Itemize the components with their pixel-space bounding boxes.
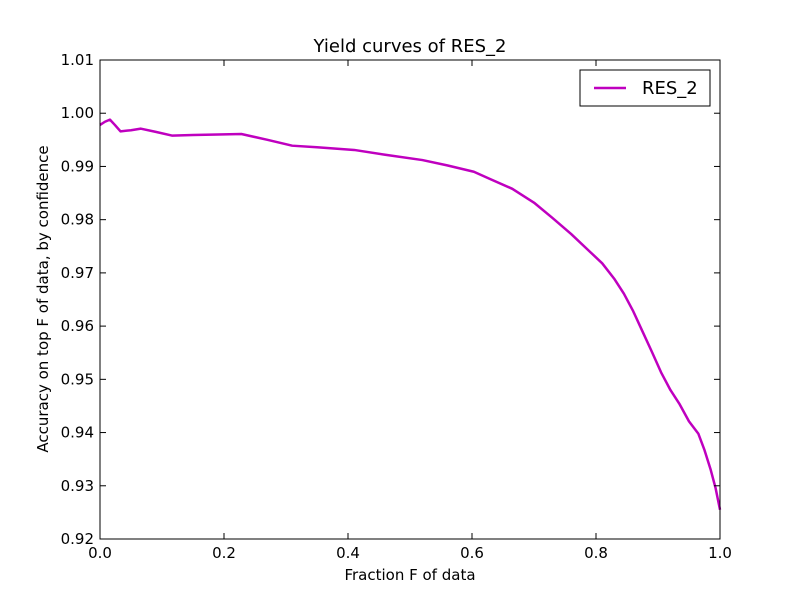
series-line-0 bbox=[99, 118, 722, 510]
x-tick-label: 0.2 bbox=[212, 544, 236, 562]
y-tick-label: 1.00 bbox=[61, 104, 94, 122]
y-tick-label: 1.01 bbox=[61, 51, 94, 69]
y-tick-label: 0.94 bbox=[61, 424, 94, 442]
plot-area: 0.0 0.2 0.4 0.6 0.8 1.0 0.92 0.93 0.94 0.95 0.96 0.… bbox=[61, 51, 732, 562]
x-tick-label: 0.0 bbox=[88, 544, 112, 562]
y-tick-label: 0.96 bbox=[61, 317, 94, 335]
y-tick-label: 0.95 bbox=[61, 370, 94, 388]
y-axis-label: Accuracy on top F of data, by confidence bbox=[34, 145, 52, 452]
plot-frame bbox=[99, 59, 721, 540]
legend-label-0: RES_2 bbox=[642, 78, 698, 99]
y-tick-label: 0.93 bbox=[61, 477, 94, 495]
x-tick-label: 0.4 bbox=[336, 544, 360, 562]
y-tick-label: 0.99 bbox=[61, 157, 94, 175]
y-tick-label: 0.92 bbox=[61, 530, 94, 548]
y-tick-label: 0.97 bbox=[61, 264, 94, 282]
chart-title: Yield curves of RES_2 bbox=[313, 36, 507, 57]
x-tick-label: 0.8 bbox=[584, 544, 608, 562]
x-axis-label: Fraction F of data bbox=[344, 566, 475, 584]
x-tick-label: 1.0 bbox=[708, 544, 732, 562]
x-tick-label: 0.6 bbox=[460, 544, 484, 562]
y-tick-label: 0.98 bbox=[61, 211, 94, 229]
